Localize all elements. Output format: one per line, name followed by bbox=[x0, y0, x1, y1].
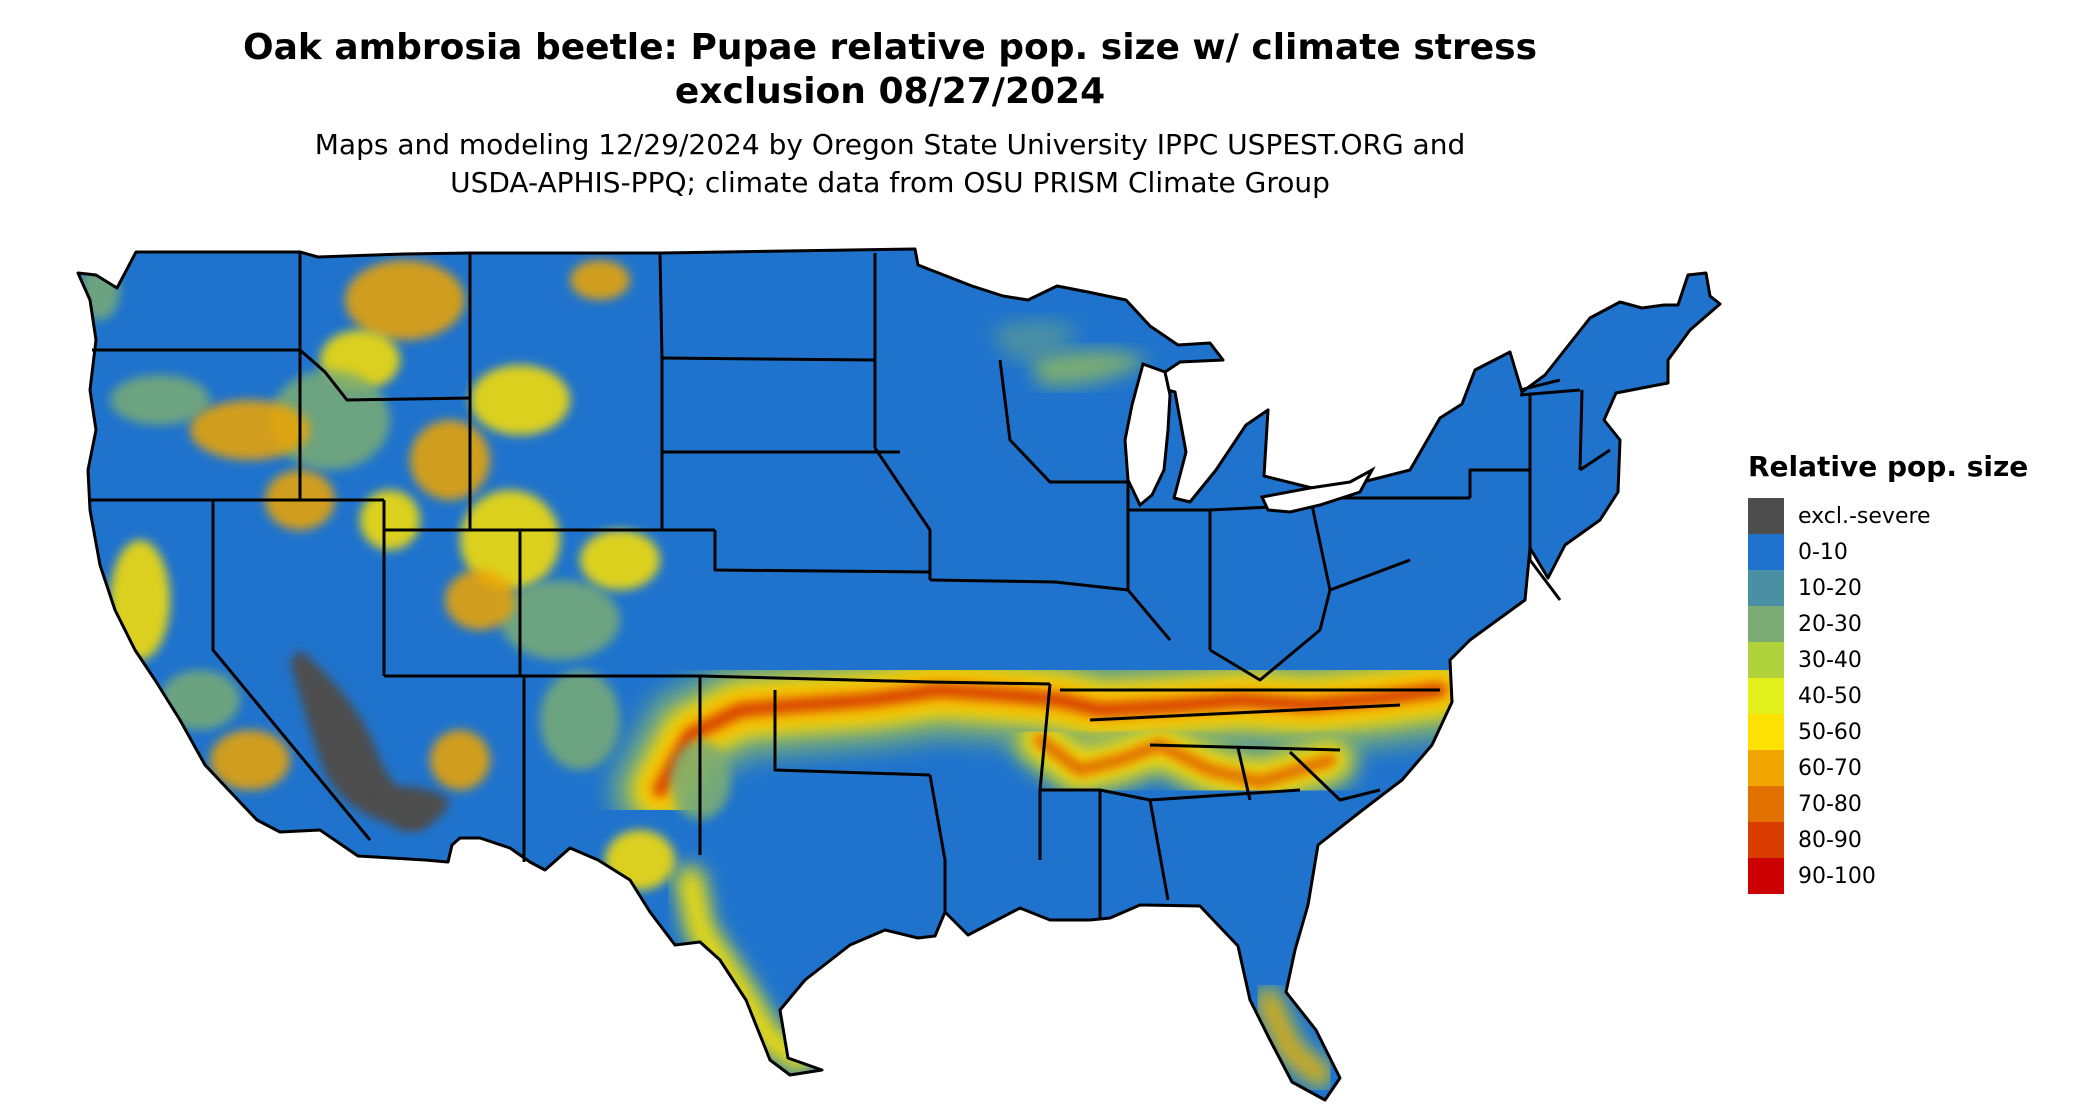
legend-item: 40-50 bbox=[1748, 678, 2028, 714]
state-border bbox=[929, 680, 1051, 686]
west-hotspot bbox=[110, 540, 170, 660]
legend-swatch bbox=[1748, 786, 1784, 822]
west-hotspot bbox=[445, 570, 515, 630]
west-hotspot bbox=[210, 730, 290, 790]
state-border bbox=[998, 359, 1128, 484]
legend-label: excl.-severe bbox=[1798, 503, 1931, 529]
state-border bbox=[1054, 580, 1172, 641]
map-legend: Relative pop. size excl.-severe 0-10 10-20… bbox=[1748, 450, 2028, 894]
west-hotspot bbox=[110, 375, 210, 425]
legend-label: 40-50 bbox=[1798, 683, 1862, 709]
map-subtitle-line-1: Maps and modeling 12/29/2024 by Oregon S… bbox=[314, 128, 1466, 161]
state-border bbox=[1528, 559, 1562, 601]
state-border bbox=[1149, 788, 1301, 802]
legend-item: 90-100 bbox=[1748, 858, 2028, 894]
west-hotspot bbox=[160, 670, 240, 730]
state-border bbox=[713, 530, 931, 574]
legend-item: 30-40 bbox=[1748, 642, 2028, 678]
legend-swatch bbox=[1748, 822, 1784, 858]
west-hotspot bbox=[460, 490, 560, 590]
map-subtitle-line-2: USDA-APHIS-PPQ; climate data from OSU PR… bbox=[450, 166, 1330, 199]
west-hotspot bbox=[605, 830, 675, 890]
mn-halo bbox=[990, 320, 1080, 360]
legend-title: Relative pop. size bbox=[1748, 450, 2029, 483]
legend-label: 30-40 bbox=[1798, 647, 1862, 673]
legend-swatch bbox=[1748, 642, 1784, 678]
state-border bbox=[661, 356, 876, 362]
state-border bbox=[1089, 703, 1401, 722]
legend-swatch bbox=[1748, 714, 1784, 750]
west-hotspot bbox=[470, 365, 570, 435]
fl-tip bbox=[1261, 993, 1327, 1082]
legend-label: 10-20 bbox=[1798, 575, 1862, 601]
state-border bbox=[1329, 558, 1411, 592]
west-hotspot bbox=[430, 730, 490, 790]
excl-zone-ca-az bbox=[290, 650, 430, 830]
legend-item: 70-80 bbox=[1748, 786, 2028, 822]
state-border bbox=[211, 500, 372, 841]
legend-item: 20-30 bbox=[1748, 606, 2028, 642]
state-border bbox=[873, 447, 932, 580]
lake-erie bbox=[1259, 466, 1376, 514]
state-border bbox=[928, 774, 947, 912]
map-title-line-2: exclusion 08/27/2024 bbox=[674, 71, 1106, 112]
legend-label: 90-100 bbox=[1798, 863, 1876, 889]
legend-swatch bbox=[1748, 678, 1784, 714]
legend-item: 0-10 bbox=[1748, 534, 2028, 570]
legend-item: excl.-severe bbox=[1748, 498, 2028, 534]
state-border bbox=[658, 252, 664, 359]
legend-item: 50-60 bbox=[1748, 714, 2028, 750]
west-hotspot bbox=[540, 670, 620, 770]
state-border bbox=[299, 348, 471, 402]
state-border bbox=[1468, 468, 1530, 498]
state-border bbox=[1209, 628, 1321, 682]
legend-swatch bbox=[1748, 570, 1784, 606]
state-border bbox=[1149, 743, 1341, 752]
state-border bbox=[1288, 750, 1381, 802]
legend-item: 60-70 bbox=[1748, 750, 2028, 786]
legend-swatch bbox=[1748, 750, 1784, 786]
west-hotspot bbox=[580, 530, 660, 590]
state-border bbox=[929, 578, 1056, 584]
legend-swatch bbox=[1748, 534, 1784, 570]
state-border bbox=[1519, 388, 1581, 397]
legend-label: 60-70 bbox=[1798, 755, 1862, 781]
legend-swatch bbox=[1748, 858, 1784, 894]
legend-swatch bbox=[1748, 606, 1784, 642]
lake-michigan bbox=[1123, 362, 1172, 508]
west-hotspot bbox=[190, 400, 310, 460]
state-border bbox=[773, 690, 931, 777]
west-hotspot bbox=[570, 260, 630, 300]
legend-item: 80-90 bbox=[1748, 822, 2028, 858]
west-hotspot bbox=[500, 580, 620, 660]
legend-label: 0-10 bbox=[1798, 539, 1848, 565]
legend-items: excl.-severe 0-10 10-20 20-30 30-40 40-50 50-6… bbox=[1748, 498, 2028, 894]
legend-swatch bbox=[1748, 498, 1784, 534]
state-border bbox=[1579, 448, 1611, 472]
excl-zone-az bbox=[380, 786, 450, 830]
west-hotspot bbox=[360, 490, 420, 550]
state-border bbox=[1209, 503, 1332, 631]
legend-label: 70-80 bbox=[1798, 791, 1862, 817]
state-border bbox=[1578, 389, 1584, 471]
legend-label: 50-60 bbox=[1798, 719, 1862, 745]
west-hotspot bbox=[345, 260, 465, 340]
legend-item: 10-20 bbox=[1748, 570, 2028, 606]
legend-label: 80-90 bbox=[1798, 827, 1862, 853]
state-border bbox=[1236, 747, 1252, 801]
west-hotspot bbox=[410, 420, 490, 500]
wi-halo bbox=[1030, 350, 1150, 386]
belt-core bbox=[654, 684, 1446, 796]
state-borders bbox=[88, 252, 1611, 920]
state-border bbox=[699, 674, 931, 684]
map-title-line-1: Oak ambrosia beetle: Pupae relative pop.… bbox=[242, 27, 1538, 68]
legend-label: 20-30 bbox=[1798, 611, 1862, 637]
